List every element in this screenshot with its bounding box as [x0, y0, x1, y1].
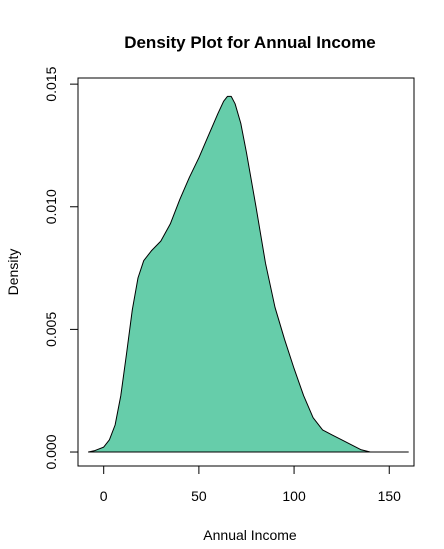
- y-axis-label: Density: [5, 249, 21, 296]
- density-area: [88, 95, 409, 453]
- x-tick-label: 50: [191, 488, 207, 504]
- x-tick-label: 0: [100, 488, 108, 504]
- y-axis: 0.000 0.005 0.010 0.015: [43, 66, 79, 470]
- x-tick-label: 150: [378, 488, 402, 504]
- plot-layer: [88, 95, 409, 453]
- y-tick-label: 0.005: [43, 312, 59, 347]
- x-axis: 0 50 100 150: [100, 465, 402, 504]
- y-tick-label: 0.010: [43, 189, 59, 224]
- x-tick-label: 100: [282, 488, 306, 504]
- y-tick-label: 0.015: [43, 66, 59, 101]
- y-tick-label: 0.000: [43, 434, 59, 469]
- chart-title: Density Plot for Annual Income: [124, 33, 376, 52]
- x-axis-label: Annual Income: [203, 527, 297, 543]
